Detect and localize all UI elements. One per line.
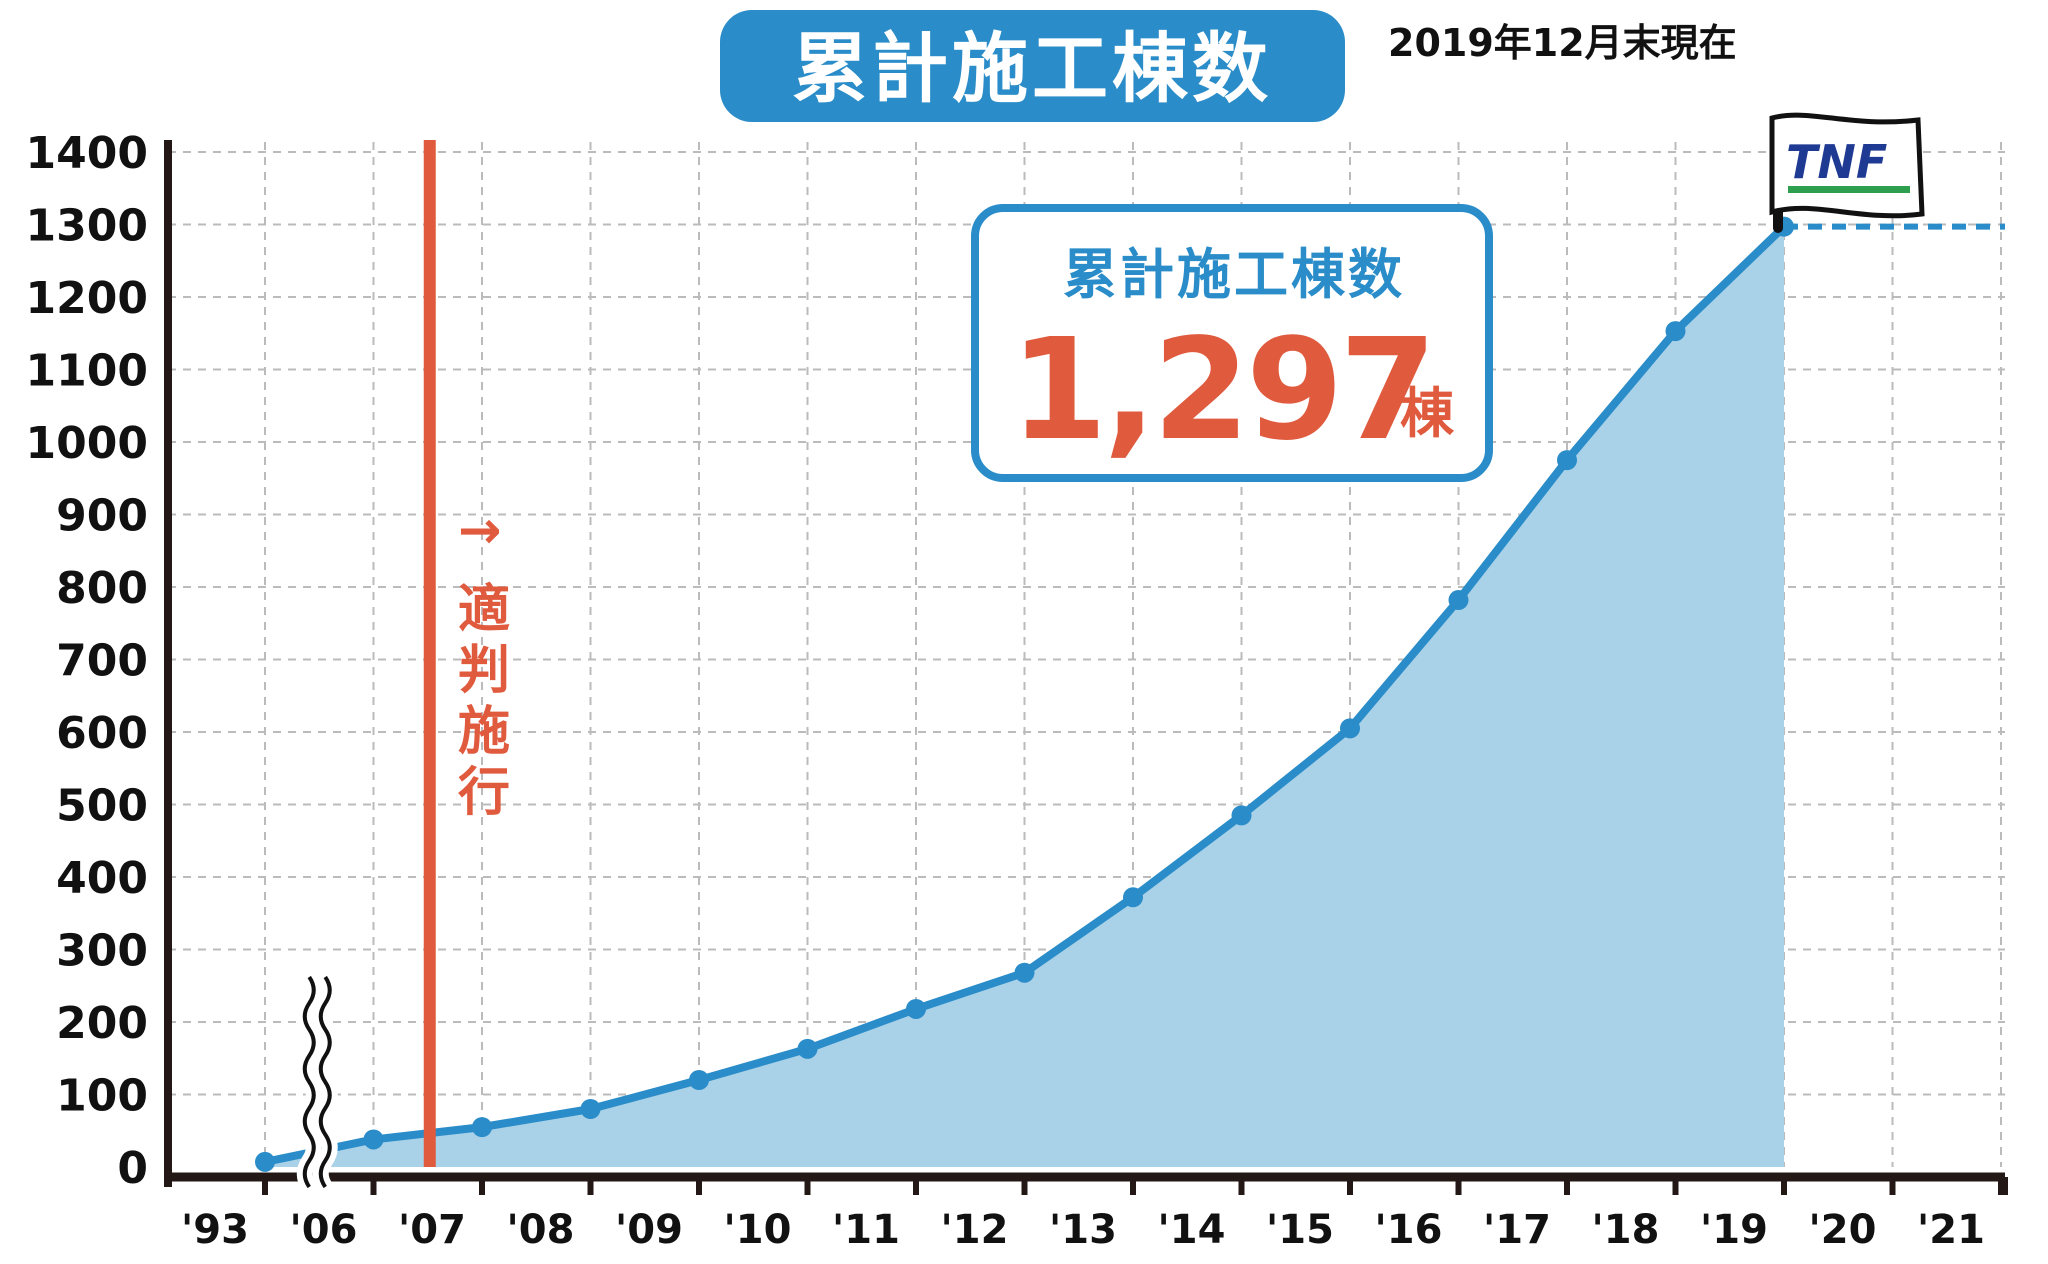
y-tick-label: 300 [56, 926, 148, 977]
axis-break-wave [318, 975, 332, 1189]
x-tick-label: '07 [398, 1207, 466, 1253]
chart-title: 累計施工棟数 [792, 24, 1272, 113]
x-tick-label: '17 [1483, 1207, 1551, 1253]
data-point-17 [1557, 450, 1577, 471]
annotation-char-1: 適 [458, 580, 510, 640]
title-banner: 累計施工棟数 [720, 10, 1345, 122]
callout-box [971, 204, 1493, 482]
data-point-07 [472, 1117, 492, 1138]
data-point-15 [1340, 718, 1360, 739]
y-tick-label: 1000 [26, 418, 148, 469]
logo-text: TNF [1786, 135, 1887, 189]
y-tick-label: 900 [56, 491, 148, 542]
x-tick-label: '14 [1158, 1207, 1226, 1253]
data-point-14 [1231, 805, 1252, 826]
data-point-16 [1448, 590, 1469, 611]
title-pill [720, 10, 1345, 122]
data-point-10 [797, 1038, 818, 1059]
y-tick-label: 700 [56, 636, 148, 687]
y-tick-label: 500 [56, 781, 148, 832]
x-tick-label: '21 [1917, 1207, 1985, 1253]
x-tick-label: '08 [507, 1207, 575, 1253]
x-tick-label: '16 [1375, 1207, 1443, 1253]
y-tick-label: 400 [56, 853, 148, 904]
y-tick-label: 1200 [26, 273, 148, 324]
total-callout: 累計施工棟数 1,297 棟 [971, 204, 1493, 482]
axis-break [296, 972, 338, 1192]
y-tick-label: 0 [117, 1143, 148, 1194]
y-tick-label: 100 [56, 1071, 148, 1122]
y-tick-label: 1400 [26, 128, 148, 179]
reference-annotation: → 適 判 施 行 [458, 501, 510, 823]
logo-underline [1788, 186, 1910, 193]
x-tick-label: '13 [1049, 1207, 1117, 1253]
x-tick-label: '19 [1700, 1207, 1768, 1253]
axes [164, 140, 2008, 1195]
axis-break-wave [302, 975, 316, 1189]
data-point-13 [1123, 887, 1143, 908]
y-tick-labels: 0 100 200 300 400 500 600 700 800 900 1000 1100 1200… [26, 128, 148, 1194]
x-tick-label: '20 [1809, 1207, 1877, 1253]
annotation-arrow: → [458, 501, 502, 561]
series-area [265, 226, 1784, 1168]
data-point-06 [363, 1129, 384, 1150]
y-tick-label: 600 [56, 708, 148, 759]
x-tick-labels: '93 '06 '07 '08 '09 '10 '11 '12 '13 '14 '15 '16 '17 '… [181, 1207, 1985, 1253]
annotation-char-3: 施 [458, 702, 510, 762]
annotation-char-4: 行 [458, 763, 510, 823]
data-point-18 [1665, 321, 1686, 342]
data-point-09 [689, 1070, 709, 1090]
x-tick-label: '15 [1266, 1207, 1334, 1253]
y-tick-label: 200 [56, 998, 148, 1049]
annotation-char-2: 判 [458, 641, 510, 701]
data-point-93 [255, 1151, 275, 1172]
y-tick-label: 800 [56, 563, 148, 614]
y-tick-label: 1300 [26, 201, 148, 252]
x-tick-label: '06 [290, 1207, 358, 1253]
x-tick-label: '09 [615, 1207, 683, 1253]
data-point-11 [906, 998, 926, 1019]
x-tick-label: '10 [724, 1207, 792, 1253]
data-point-08 [580, 1099, 601, 1119]
series-layer [255, 216, 1794, 1172]
data-point-12 [1014, 962, 1035, 983]
x-tick-label: '12 [941, 1207, 1009, 1253]
date-note: 2019年12月末現在 [1388, 21, 1737, 65]
y-tick-label: 1100 [26, 346, 148, 397]
callout-title: 累計施工棟数 [1063, 243, 1405, 306]
callout-value: 1,297 [1010, 309, 1433, 472]
callout-unit: 棟 [1400, 382, 1455, 445]
tnf-flag-logo: TNF [1769, 112, 1925, 233]
x-tick-label: '11 [832, 1207, 900, 1253]
x-tick-label: '18 [1592, 1207, 1660, 1253]
x-tick-label: '93 [181, 1207, 249, 1253]
